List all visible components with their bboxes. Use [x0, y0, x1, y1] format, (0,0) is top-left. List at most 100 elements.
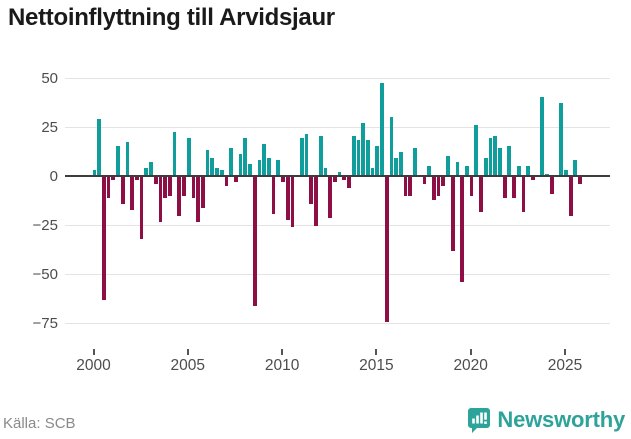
x-axis-label: 2005	[170, 357, 206, 374]
bar	[144, 167, 149, 176]
bar	[134, 176, 139, 181]
bar	[205, 150, 210, 176]
bar	[120, 176, 125, 204]
bar	[130, 176, 135, 210]
bar	[493, 136, 498, 176]
bar	[257, 159, 262, 176]
bar	[549, 176, 554, 195]
bar	[219, 169, 224, 176]
gridline	[65, 273, 610, 275]
bar	[380, 83, 384, 176]
bar	[526, 165, 531, 176]
bar	[521, 176, 526, 212]
bar	[464, 165, 469, 176]
bar	[285, 176, 290, 220]
bar	[125, 142, 130, 176]
bar	[361, 122, 366, 176]
x-axis-tick	[564, 349, 566, 355]
x-axis-label: 2025	[547, 357, 583, 374]
bar	[394, 157, 399, 176]
bar	[427, 165, 432, 176]
bar	[540, 97, 545, 176]
bar	[530, 176, 535, 181]
bar	[356, 140, 361, 176]
newsworthy-badge-icon	[468, 407, 491, 433]
bar	[564, 169, 568, 176]
bar	[375, 146, 380, 176]
x-axis-tick	[469, 349, 472, 355]
y-axis-label: −50	[32, 265, 58, 283]
bar	[479, 176, 483, 212]
bar	[441, 176, 446, 187]
bar	[455, 161, 460, 176]
chart-title: Nettoinflyttning till Arvidsjaur	[8, 4, 335, 31]
bar	[469, 176, 474, 197]
bar	[497, 148, 502, 176]
bar	[266, 157, 271, 176]
bar	[578, 176, 582, 185]
bar	[149, 161, 153, 176]
bar	[281, 176, 285, 183]
bar	[233, 176, 238, 183]
bar	[318, 136, 323, 176]
source-label: Källa: SCB	[3, 415, 76, 432]
bar	[573, 159, 578, 176]
bar	[347, 176, 351, 189]
bar	[106, 176, 111, 199]
bar	[483, 157, 488, 176]
bar	[139, 176, 144, 240]
bar	[177, 176, 182, 216]
bar	[153, 176, 158, 185]
x-axis-label: 2000	[76, 357, 111, 374]
newsworthy-wordmark: Newsworthy	[497, 407, 625, 432]
bar	[304, 134, 309, 176]
bar	[229, 148, 234, 176]
chart-footer: Källa: SCB Newsworthy	[0, 399, 631, 439]
bar	[450, 176, 455, 251]
bar	[398, 151, 403, 176]
x-axis-label: 2015	[359, 357, 394, 374]
bar	[210, 157, 215, 176]
bar	[422, 176, 427, 185]
bar	[276, 159, 281, 176]
bar	[332, 176, 337, 183]
bar	[516, 165, 521, 176]
bar	[384, 176, 389, 322]
bar	[337, 171, 342, 176]
bar	[370, 167, 375, 176]
bar	[314, 176, 318, 226]
bar	[342, 176, 347, 181]
x-axis-label: 2010	[264, 357, 300, 374]
bar	[182, 176, 186, 197]
bar	[389, 116, 394, 176]
bar	[238, 153, 243, 176]
y-axis-label: 50	[41, 69, 58, 87]
bar	[446, 155, 450, 176]
bar	[97, 118, 101, 176]
bar	[290, 176, 295, 228]
bar	[413, 148, 417, 176]
bar	[568, 176, 573, 216]
bar	[172, 132, 177, 176]
y-axis-label: 0	[49, 167, 58, 185]
bar	[351, 136, 356, 176]
bar	[309, 176, 314, 204]
x-axis-tick	[375, 349, 378, 355]
bar	[101, 176, 106, 300]
newsworthy-logo[interactable]: Newsworthy	[468, 404, 625, 436]
gridline	[65, 126, 610, 128]
bar	[408, 176, 413, 197]
bar	[196, 176, 201, 222]
bar	[262, 144, 267, 176]
bar	[163, 176, 168, 199]
bar	[200, 176, 205, 208]
bar	[431, 176, 436, 201]
gridline	[65, 77, 610, 79]
bar	[92, 169, 97, 176]
bar	[545, 173, 549, 176]
gridline	[65, 322, 610, 324]
bar	[215, 167, 219, 176]
x-axis-tick	[281, 349, 284, 355]
bar	[167, 176, 172, 197]
x-axis-tick	[92, 349, 95, 355]
